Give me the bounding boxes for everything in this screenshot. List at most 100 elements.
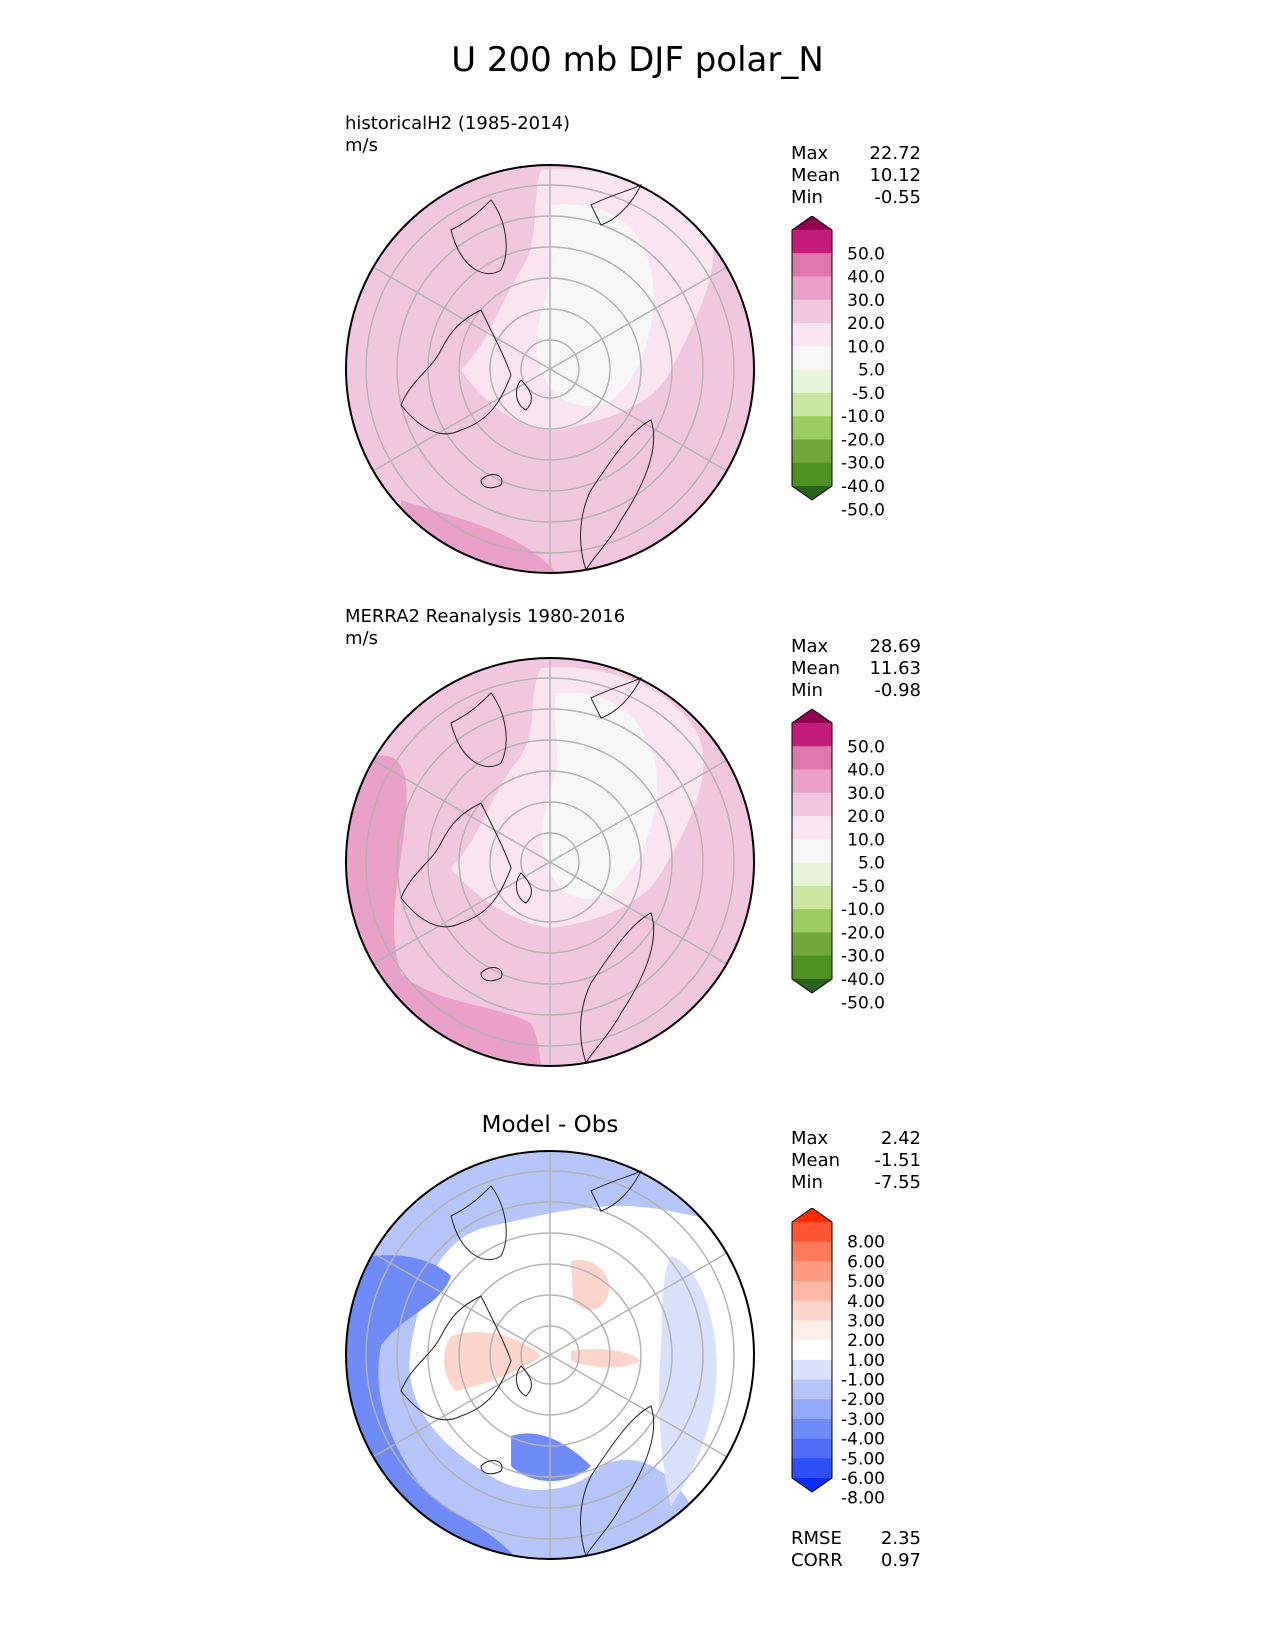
map-border: [345, 164, 755, 574]
figure-title: U 200 mb DJF polar_N: [451, 40, 824, 80]
colorbar-swatch: [792, 276, 832, 301]
colorbar-swatch: [792, 792, 832, 817]
panel-title-text: historicalH2 (1985-2014): [345, 113, 571, 134]
field-region-strong-negative: [511, 1433, 591, 1481]
colorbar-swatch: [792, 909, 832, 933]
colorbar-tick-label: 10.0: [847, 830, 885, 850]
colorbar: 50.0 40.0 30.0 20.0 10.0 5.0 -5.0 -10.0 -20.0 -30…: [791, 709, 885, 1009]
colorbar-swatch: [792, 932, 832, 957]
colorbar-tick-label: 40.0: [847, 268, 885, 288]
colorbar-swatch: [792, 1478, 832, 1492]
colorbar-tick-label: -30.0: [841, 454, 885, 474]
colorbar-tick-label: -5.0: [852, 384, 885, 404]
stat-value: 2.42: [880, 1128, 921, 1149]
colorbar-tick-label: 3.00: [847, 1311, 885, 1331]
colorbar-swatch: [792, 746, 832, 771]
stat-value: 11.63: [869, 658, 921, 679]
colorbar-tick-label: -10.0: [841, 900, 885, 920]
colorbar-swatch: [792, 1300, 832, 1321]
field-region-negative: [346, 1151, 754, 1559]
colorbar-swatch: [792, 955, 832, 980]
stat-label: Mean: [791, 165, 841, 186]
colorbar-tick-label: -20.0: [841, 430, 885, 450]
colorbar-tick-label: -40.0: [841, 477, 885, 497]
field-region-positive: [571, 1349, 641, 1368]
metric-value: 0.97: [880, 1550, 921, 1571]
colorbar-tick-label: 8.00: [847, 1233, 885, 1253]
stat-value: -7.55: [874, 1172, 921, 1193]
colorbar-tick-label: -3.00: [841, 1410, 885, 1430]
colorbar-swatch: [792, 253, 832, 278]
colorbar: 8.006.005.004.003.002.001.00-1.00-2.00-3…: [791, 1208, 885, 1508]
colorbar-swatch: [792, 1320, 832, 1341]
metric-value: 2.35: [880, 1528, 921, 1549]
panel-difference: Model - Obs Max 2.42 Mean -1.51 Min -7.55: [0, 0, 1275, 1571]
panel-units: m/s: [345, 135, 378, 156]
stat-label: Mean: [791, 658, 841, 679]
colorbar: 50.0 40.0 30.0 20.0 10.0 5.0 -5.0 -10.0 -20.0 -30…: [791, 216, 885, 516]
colorbar-swatch: [792, 1379, 832, 1400]
metric-label: RMSE: [791, 1528, 842, 1549]
colorbar-swatch: [792, 1281, 832, 1302]
stat-value: -1.51: [874, 1150, 921, 1171]
colorbar-swatch: [792, 1458, 832, 1479]
colorbar-tick-label: 2.00: [847, 1331, 885, 1351]
colorbar-swatch: [792, 416, 832, 440]
colorbar-tick-label: 5.0: [858, 854, 885, 874]
field-region-neutral: [536, 204, 654, 406]
colorbar-tick-label: -5.00: [841, 1449, 885, 1469]
colorbar-tick-label: 6.00: [847, 1252, 885, 1272]
colorbar-tick-label: 1.00: [847, 1351, 885, 1371]
graticule: [365, 165, 735, 573]
colorbar-swatch: [792, 323, 832, 347]
colorbar-tick-label: 50.0: [847, 244, 885, 264]
colorbar-swatch: [792, 709, 832, 723]
colorbar-swatch: [792, 862, 832, 887]
panel-units: m/s: [345, 628, 378, 649]
polar-map: [345, 657, 755, 1067]
field-region-neutral: [541, 692, 657, 899]
stat-label: Min: [791, 187, 823, 208]
colorbar-swatch: [792, 839, 832, 864]
stat-value: -0.55: [874, 187, 921, 208]
stat-value: 22.72: [869, 143, 921, 164]
stats-box: Max 28.69 Mean 11.63 Min -0.98: [791, 636, 921, 702]
colorbar-tick-label: 4.00: [847, 1292, 885, 1312]
colorbar-swatch: [792, 346, 832, 371]
colorbar-swatch: [792, 1222, 832, 1243]
colorbar-tick-label: -10.0: [841, 407, 885, 427]
colorbar-swatch: [792, 816, 832, 840]
colorbar-outline: [791, 216, 833, 501]
panel-title: MERRA2 Reanalysis 1980-2016 m/s: [345, 606, 625, 650]
colorbar-tick-label: -50.0: [841, 500, 885, 516]
colorbar-swatch: [792, 723, 832, 747]
colorbar-tick-label: -20.0: [841, 923, 885, 943]
colorbar-swatch: [792, 230, 832, 254]
panel-observation: MERRA2 Reanalysis 1980-2016 m/s Max 28.69…: [0, 0, 1275, 1067]
colorbar-swatch: [792, 1261, 832, 1282]
colorbar-tick-label: 20.0: [847, 314, 885, 334]
colorbar-swatch: [792, 1241, 832, 1262]
colorbar-tick-label: 5.00: [847, 1272, 885, 1292]
graticule: [365, 658, 735, 1066]
colorbar-swatch: [792, 1359, 832, 1381]
colorbar-tick-label: 30.0: [847, 291, 885, 311]
coastlines: [400, 183, 655, 572]
stat-label: Max: [791, 1128, 829, 1149]
panel-title: Model - Obs: [481, 1112, 619, 1138]
colorbar-swatch: [792, 979, 832, 993]
map-border: [345, 657, 755, 1067]
colorbar-tick-label: 40.0: [847, 761, 885, 781]
stat-label: Max: [791, 143, 829, 164]
colorbar-swatch: [792, 1208, 832, 1222]
colorbar-swatch: [792, 1340, 832, 1361]
colorbar-swatch: [792, 369, 832, 394]
colorbar-tick-label: -4.00: [841, 1430, 885, 1450]
stat-value: 28.69: [869, 636, 921, 657]
coastlines: [400, 676, 655, 1065]
colorbar-tick-label: -40.0: [841, 970, 885, 990]
panel-title-text: MERRA2 Reanalysis 1980-2016: [345, 606, 626, 627]
colorbar-tick-label: -30.0: [841, 947, 885, 967]
coastlines: [400, 1169, 655, 1558]
field-region-positive: [444, 1332, 541, 1391]
